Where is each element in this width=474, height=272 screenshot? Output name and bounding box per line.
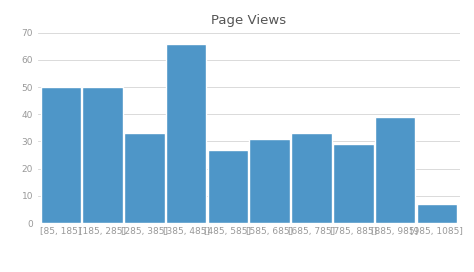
Bar (333, 144, 374, 223)
Bar (375, 117, 415, 223)
Bar (124, 133, 164, 223)
Bar (249, 139, 290, 223)
Bar (417, 204, 457, 223)
Bar (41, 87, 81, 223)
Bar (291, 133, 332, 223)
Title: Page Views: Page Views (211, 14, 286, 27)
Bar (82, 87, 123, 223)
Bar (166, 44, 207, 223)
Bar (208, 150, 248, 223)
